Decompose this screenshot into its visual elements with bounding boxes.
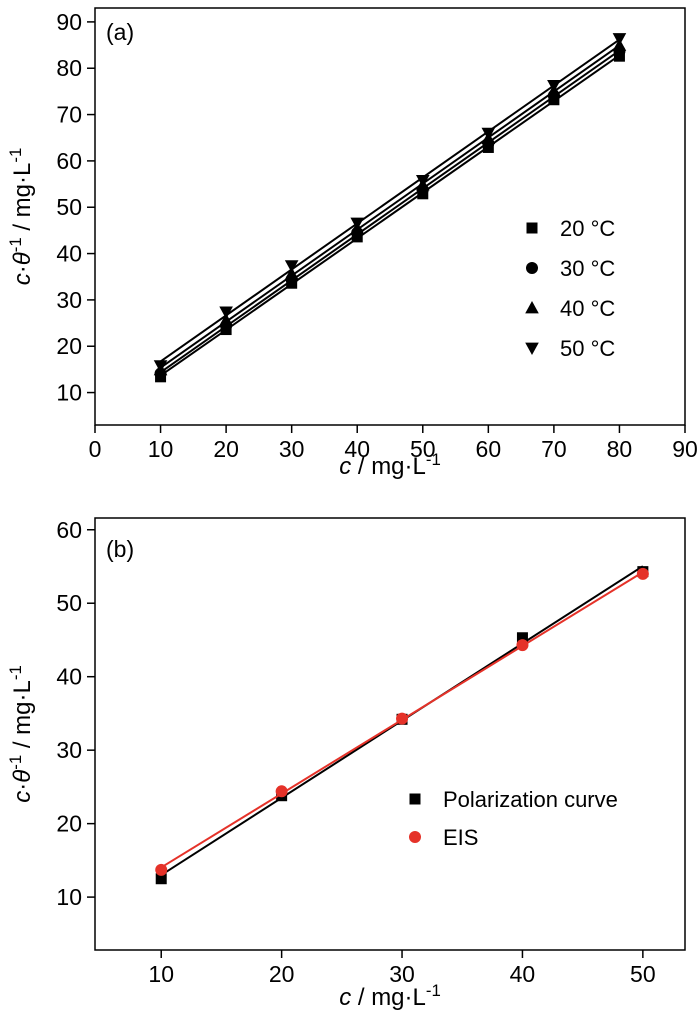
y-tick-label: 90 xyxy=(56,9,82,35)
x-tick-label: 50 xyxy=(410,436,436,462)
y-tick-label: 10 xyxy=(56,380,82,406)
y-tick-label: 40 xyxy=(56,664,82,690)
legend: Polarization curve EIS xyxy=(409,787,618,850)
marker-triangle-down xyxy=(350,217,365,230)
marker-circle xyxy=(275,785,288,798)
x-tick-label: 60 xyxy=(476,436,502,462)
x-tick-label: 80 xyxy=(607,436,633,462)
marker-circle xyxy=(636,567,649,580)
legend-label: 50 °C xyxy=(560,336,615,361)
y-tick-label: 50 xyxy=(56,590,82,616)
legend: 20 °C 30 °C 40 °C 50 °C xyxy=(525,216,615,361)
x-tick-label: 90 xyxy=(672,436,698,462)
plot-frame xyxy=(94,7,686,426)
chart-b-canvas: 10 20 30 40 50 10 20 30 40 50 60 c / mg·L-1 c·θ-1 / … xyxy=(6,517,686,1011)
fit-line xyxy=(159,44,621,369)
superscript: -1 xyxy=(6,755,25,770)
marker-square xyxy=(155,873,167,885)
plot-frame xyxy=(94,517,686,951)
chart-a-canvas: 0 10 20 30 40 50 60 70 80 90 10 20 30 40 50 60 70 80 90 c /… xyxy=(6,7,698,480)
marker-triangle-down xyxy=(547,79,561,93)
x-tick-label: 20 xyxy=(269,961,295,987)
legend-label: 40 °C xyxy=(560,296,615,321)
x-tick-label: 40 xyxy=(344,436,370,462)
superscript: -1 xyxy=(426,450,441,469)
marker-triangle-down xyxy=(415,174,430,188)
x-tick-label: 30 xyxy=(279,436,305,462)
marker-circle xyxy=(155,863,168,876)
legend-label: 20 °C xyxy=(560,216,615,241)
y-tick-label: 60 xyxy=(56,148,82,174)
marker-square xyxy=(526,222,538,234)
marker-triangle-up xyxy=(219,313,233,326)
x-tick-label: 30 xyxy=(389,961,415,987)
series-eis xyxy=(155,567,649,876)
x-tick-label: 50 xyxy=(630,961,656,987)
superscript: -1 xyxy=(6,665,25,680)
marker-circle xyxy=(526,262,538,274)
panel-label: (a) xyxy=(106,19,134,45)
marker-circle xyxy=(409,831,421,843)
marker-triangle-down xyxy=(525,342,539,355)
x-tick-label: 0 xyxy=(89,436,102,462)
y-tick-label: 50 xyxy=(56,194,82,220)
x-tick-label: 40 xyxy=(510,961,536,987)
fit-line xyxy=(159,54,621,377)
marker-square xyxy=(516,632,528,644)
series-50-c xyxy=(153,33,627,373)
y-axis-label: c·θ-1 / mg·L-1 xyxy=(6,148,36,286)
chart-panel-a: 0 10 20 30 40 50 60 70 80 90 10 20 30 40 50 60 70 80 90 c /… xyxy=(0,0,700,485)
y-tick-label: 70 xyxy=(56,102,82,128)
marker-triangle-down xyxy=(284,260,299,273)
marker-triangle-down xyxy=(219,306,233,319)
ticks xyxy=(87,529,644,958)
marker-triangle-up xyxy=(525,301,539,314)
y-tick-label: 40 xyxy=(56,241,82,267)
y-tick-label: 80 xyxy=(56,55,82,81)
marker-triangle-down xyxy=(481,127,496,141)
marker-circle xyxy=(396,712,409,725)
superscript: -1 xyxy=(6,148,25,163)
legend-label: Polarization curve xyxy=(443,787,618,812)
y-tick-label: 30 xyxy=(56,737,82,763)
superscript: -1 xyxy=(426,981,441,1000)
marker-triangle-down xyxy=(612,33,627,46)
legend-label: EIS xyxy=(443,825,478,850)
ticks xyxy=(87,21,686,433)
chart-panel-b: 10 20 30 40 50 10 20 30 40 50 60 c / mg·L-1 c·θ-1 / … xyxy=(0,485,700,1020)
x-axis-label: c / mg·L-1 xyxy=(339,450,441,480)
legend-label: 30 °C xyxy=(560,256,615,281)
y-axis-label: c·θ-1 / mg·L-1 xyxy=(6,665,36,803)
y-tick-label: 30 xyxy=(56,287,82,313)
x-tick-label: 70 xyxy=(541,436,567,462)
x-tick-label: 10 xyxy=(148,961,174,987)
y-tick-label: 20 xyxy=(56,811,82,837)
y-tick-label: 10 xyxy=(56,884,82,910)
panel-label: (b) xyxy=(106,536,134,562)
superscript: -1 xyxy=(6,237,25,252)
y-tick-label: 60 xyxy=(56,517,82,543)
fit-line xyxy=(159,38,621,363)
fit-line xyxy=(159,49,621,374)
x-axis-label: c / mg·L-1 xyxy=(339,981,441,1011)
marker-square xyxy=(409,793,421,805)
x-tick-label: 10 xyxy=(148,436,174,462)
marker-triangle-up xyxy=(284,266,299,280)
marker-triangle-down xyxy=(153,360,168,373)
marker-circle xyxy=(516,639,529,652)
y-tick-label: 20 xyxy=(56,333,82,359)
x-tick-label: 20 xyxy=(213,436,239,462)
